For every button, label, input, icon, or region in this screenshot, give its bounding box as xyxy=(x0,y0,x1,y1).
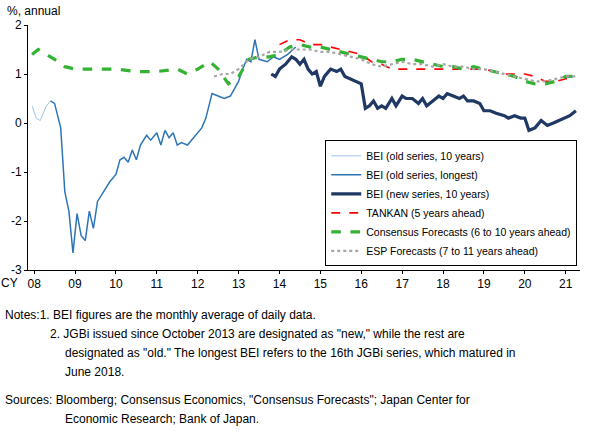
svg-text:ESP Forecasts (7 to 11 years a: ESP Forecasts (7 to 11 years ahead) xyxy=(366,245,538,257)
html-text:2. JGBi issued since October 2: 2. JGBi issued since October 2013 are de… xyxy=(50,327,465,341)
svg-text:CY: CY xyxy=(1,276,18,290)
svg-text:10: 10 xyxy=(109,277,123,291)
svg-text:18: 18 xyxy=(436,277,450,291)
html-text:Sources: Bloomberg; Consensus: Sources: Bloomberg; Consensus Economics,… xyxy=(5,393,470,407)
svg-text:BEI (old series, longest): BEI (old series, longest) xyxy=(366,169,477,181)
svg-text:1: 1 xyxy=(15,67,22,81)
svg-text:Consensus Forecasts (6 to 10 y: Consensus Forecasts (6 to 10 years ahead… xyxy=(366,226,570,238)
svg-text:-2: -2 xyxy=(11,214,22,228)
html-text:Notes:1. BEI figures are the m: Notes:1. BEI figures are the monthly ave… xyxy=(5,308,316,322)
svg-text:19: 19 xyxy=(477,277,491,291)
svg-text:17: 17 xyxy=(395,277,409,291)
svg-text:21: 21 xyxy=(559,277,573,291)
svg-text:-3: -3 xyxy=(11,263,22,277)
svg-text:2: 2 xyxy=(15,18,22,32)
svg-text:15: 15 xyxy=(314,277,328,291)
svg-text:11: 11 xyxy=(151,277,164,291)
svg-text:08: 08 xyxy=(27,277,41,291)
html-text:Economic Research; Bank of Jap: Economic Research; Bank of Japan. xyxy=(65,412,260,426)
svg-text:TANKAN (5 years ahead): TANKAN (5 years ahead) xyxy=(366,207,484,219)
svg-text:16: 16 xyxy=(355,277,369,291)
html-text:June 2018.: June 2018. xyxy=(65,365,125,379)
svg-text:13: 13 xyxy=(232,277,246,291)
svg-text:20: 20 xyxy=(518,277,532,291)
html-text:designated as "old." The longe: designated as "old." The longest BEI ref… xyxy=(65,346,516,360)
svg-text:09: 09 xyxy=(68,277,82,291)
svg-text:-1: -1 xyxy=(11,165,22,179)
svg-text:0: 0 xyxy=(15,116,22,130)
svg-text:14: 14 xyxy=(273,277,287,291)
svg-text:%, annual: %, annual xyxy=(7,4,60,18)
svg-text:BEI (old series, 10 years): BEI (old series, 10 years) xyxy=(366,150,484,162)
svg-text:12: 12 xyxy=(191,277,205,291)
svg-text:BEI (new series, 10 years): BEI (new series, 10 years) xyxy=(366,188,489,200)
